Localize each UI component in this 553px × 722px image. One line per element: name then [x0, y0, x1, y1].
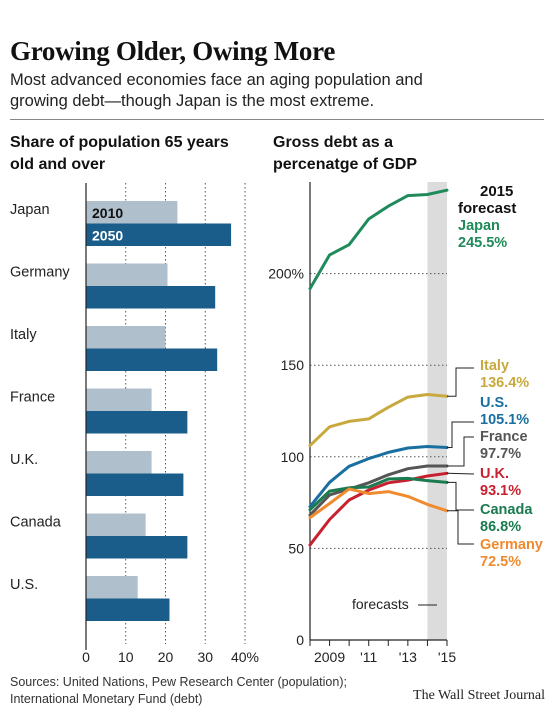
forecasts-label: forecasts: [352, 596, 409, 612]
bar-category-japan: Japan: [10, 202, 50, 218]
bar-tick-label-10: 10: [118, 649, 134, 665]
bar-2010-japan: [86, 201, 178, 224]
series-label-name-france: France: [480, 429, 528, 445]
line-series-france: [308, 464, 449, 517]
bar-tick-label-0: 0: [82, 649, 90, 665]
line-xtick-label-2009: 2009: [314, 649, 345, 665]
publisher-credit: The Wall Street Journal: [413, 688, 545, 703]
line-ytick-label-200: 200%: [268, 266, 304, 282]
bar-category-us: U.S.: [10, 577, 38, 593]
series-label-value-canada: 86.8%: [480, 519, 521, 535]
bar-2010-france: [86, 388, 152, 411]
bar-category-canada: Canada: [10, 515, 62, 531]
legend-2050-label: 2050: [92, 228, 123, 244]
bar-2050-uk: [86, 473, 184, 496]
forecast-band: [427, 182, 447, 640]
bar-2010-italy: [86, 326, 166, 349]
leader-line-france: [447, 436, 474, 467]
line-series-italy: [308, 393, 449, 448]
line-xtick-label-2015: '15: [438, 649, 456, 665]
chart-title: Growing Older, Owing More: [10, 36, 336, 66]
series-label-value-uk: 93.1%: [480, 483, 521, 499]
series-label-name-italy: Italy: [480, 358, 509, 374]
bar-tick-label-30: 30: [197, 649, 213, 665]
bar-category-germany: Germany: [10, 265, 70, 281]
line-series-japan: [308, 188, 449, 291]
line-series-canada: [308, 476, 449, 512]
bar-category-france: France: [10, 390, 55, 406]
leader-line-italy: [447, 367, 474, 397]
leader-line-canada: [447, 481, 474, 511]
leader-line-uk: [446, 472, 475, 475]
series-label-value-us: 105.1%: [480, 412, 529, 428]
sources-line-2: International Monetary Fund (debt): [10, 692, 203, 706]
series-label-name-japan: Japan: [458, 218, 500, 234]
bar-panel-title: Share of population 65 years old and ove…: [10, 134, 229, 173]
bar-2010-germany: [86, 263, 168, 286]
bar-tick-label-40: 40%: [231, 649, 259, 665]
series-label-name-canada: Canada: [480, 502, 533, 518]
bar-2050-italy: [86, 348, 218, 371]
leader-line-germany: [447, 510, 474, 545]
series-label-name-uk: U.K.: [480, 466, 509, 482]
line-xtick-label-2013: '13: [399, 649, 417, 665]
bar-2050-us: [86, 598, 170, 621]
sources-line-1: Sources: United Nations, Pew Research Ce…: [10, 675, 347, 689]
bar-2050-germany: [86, 286, 216, 309]
bar-category-uk: U.K.: [10, 452, 38, 468]
bar-tick-label-20: 20: [158, 649, 174, 665]
series-label-value-germany: 72.5%: [480, 554, 521, 570]
legend-header-line2: forecast: [458, 200, 516, 217]
series-label-name-germany: Germany: [480, 537, 543, 553]
bar-category-italy: Italy: [10, 327, 37, 343]
line-xtick-label-2011: '11: [360, 649, 377, 665]
series-label-value-italy: 136.4%: [480, 375, 529, 391]
bar-2010-uk: [86, 451, 152, 474]
line-ytick-label-50: 50: [288, 540, 304, 556]
series-label-value-france: 97.7%: [480, 446, 521, 462]
line-panel-title: Gross debt as a percenatge of GDP: [273, 134, 418, 173]
bar-2050-canada: [86, 536, 188, 559]
leader-line-us: [447, 421, 474, 448]
bar-2050-france: [86, 411, 188, 434]
legend-2010-label: 2010: [92, 205, 123, 221]
series-label-value-japan: 245.5%: [458, 235, 507, 251]
line-ytick-label-150: 150: [281, 357, 305, 373]
bar-2010-canada: [86, 513, 146, 536]
header-divider: [10, 119, 544, 120]
series-label-name-us: U.S.: [480, 395, 508, 411]
legend-header-line1: 2015: [480, 183, 513, 200]
bar-2010-us: [86, 576, 138, 599]
line-ytick-label-100: 100: [281, 449, 305, 465]
line-ytick-label-0: 0: [296, 632, 304, 648]
chart-subtitle: Most advanced economies face an aging po…: [10, 71, 423, 110]
line-series-germany: [308, 487, 449, 520]
line-series-us: [308, 445, 449, 509]
line-series-uk: [308, 471, 449, 547]
bar-2050-japan: [86, 223, 232, 246]
